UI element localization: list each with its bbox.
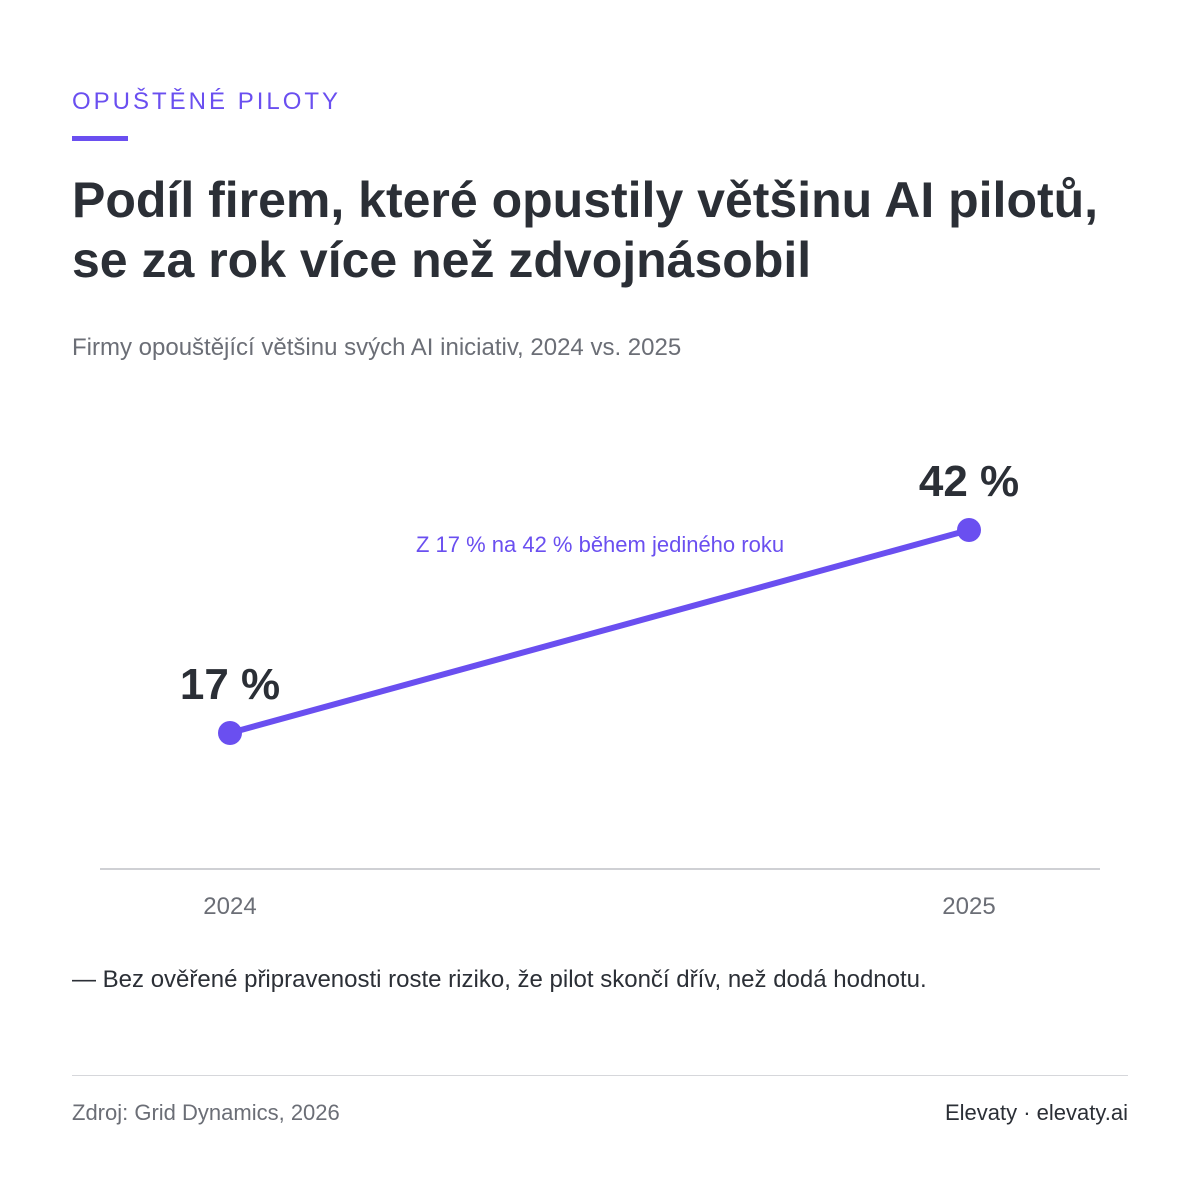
data-point-2024 [218, 721, 242, 745]
x-tick-label-2025: 2025 [942, 893, 995, 920]
x-tick-label-2024: 2024 [203, 893, 256, 920]
chart-subtitle: Firmy opouštějící většinu svých AI inici… [72, 334, 682, 361]
takeaway-note: — Bez ověřené připravenosti roste riziko… [72, 966, 927, 993]
footer-divider [72, 1075, 1128, 1076]
data-label-2024: 17 % [180, 660, 280, 709]
chart-marks: 17 % 42 % 2024 2025 Z 17 % na 42 % během jed… [180, 457, 1019, 920]
data-label-2025: 42 % [919, 457, 1019, 506]
eyebrow-label: OPUŠTĚNÉ PILOTY [72, 88, 342, 115]
brand-text: Elevaty · elevaty.ai [944, 1100, 1128, 1125]
chart-annotation: Z 17 % na 42 % během jediného roku [416, 532, 784, 557]
data-point-2025 [957, 518, 981, 542]
series-line [227, 527, 972, 736]
chart-title: Podíl firem, které opustily většinu AI p… [72, 172, 1099, 288]
eyebrow-underline [72, 136, 128, 141]
source-text: Zdroj: Grid Dynamics, 2026 [72, 1100, 340, 1125]
